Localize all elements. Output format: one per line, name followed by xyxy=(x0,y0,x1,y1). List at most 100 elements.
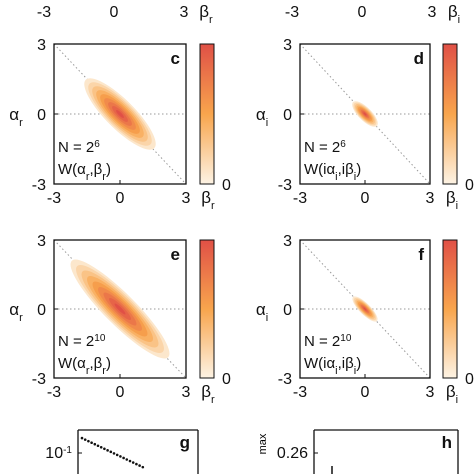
annotation-wigner-part: ) xyxy=(356,161,361,178)
data-point xyxy=(115,453,119,457)
y-axis-label-base: α xyxy=(9,300,19,319)
annotation-n-exponent: 10 xyxy=(340,333,352,344)
data-point xyxy=(138,464,141,467)
x-tick-label: 3 xyxy=(426,190,435,207)
annotation-wigner-part: i xyxy=(335,171,337,183)
x-tick-label: -3 xyxy=(47,190,61,207)
x-tick-label: -3 xyxy=(293,384,307,401)
colorbar-tick-label: 0 xyxy=(222,177,231,194)
data-point xyxy=(131,461,135,464)
annotation-wigner-part: i xyxy=(354,365,356,377)
colorbar xyxy=(199,43,215,185)
annotation-wigner-part: r xyxy=(102,171,106,183)
x-tick-label: -3 xyxy=(47,384,61,401)
y-tick-label: -3 xyxy=(32,371,46,388)
y-tick-label: 0.26 xyxy=(277,445,308,462)
annotation-n-exponent: 6 xyxy=(340,139,346,150)
colorbar-tick-label: 0 xyxy=(465,371,474,388)
data-point xyxy=(106,449,109,452)
contour-group xyxy=(352,101,378,127)
x-axis-label-sub: r xyxy=(211,394,215,406)
panel-letter: h xyxy=(442,433,452,452)
top-axis-left-label: βr xyxy=(199,2,213,26)
panel-letter: c xyxy=(171,49,180,68)
x-axis-label: βi xyxy=(446,188,458,212)
annotation-wigner: W(αr,βr) xyxy=(58,355,111,377)
x-tick-label: -3 xyxy=(293,190,307,207)
data-point xyxy=(112,452,116,455)
annotation-wigner-part: r xyxy=(86,365,90,377)
top-axis-right-tick: 3 xyxy=(428,4,437,21)
annotation-n-base: N = 2 xyxy=(304,139,340,156)
annotation-wigner-part: i xyxy=(354,171,356,183)
contour-level xyxy=(116,110,124,118)
data-point xyxy=(122,456,125,460)
data-point xyxy=(135,462,138,466)
colorbar xyxy=(442,43,458,185)
data-point xyxy=(80,436,84,440)
annotation-n-exponent: 6 xyxy=(94,139,100,150)
annotation-wigner-part: r xyxy=(102,365,106,377)
annotation-n-base: N = 2 xyxy=(304,333,340,350)
y-axis-label-sub: r xyxy=(19,312,23,324)
top-axis-left-tick: 3 xyxy=(180,4,189,21)
colorbar xyxy=(199,239,215,379)
panel-letter: f xyxy=(418,245,424,264)
annotation-wigner-part: W(iα xyxy=(304,355,335,372)
y-axis-label-fragment: max xyxy=(257,433,269,454)
y-axis-label: αi xyxy=(256,300,268,324)
contour-level xyxy=(114,303,126,315)
colorbar-tick-label: 0 xyxy=(465,177,474,194)
y-tick-label: 0 xyxy=(37,302,46,319)
top-axis-right: -3 0 3 βi xyxy=(285,2,460,26)
data-point xyxy=(83,438,87,441)
y-tick-label: 10-1 xyxy=(45,445,72,463)
x-axis-label-base: β xyxy=(446,382,456,401)
data-point xyxy=(93,442,97,446)
panel-letter: e xyxy=(171,245,180,264)
y-tick-label: -3 xyxy=(278,177,292,194)
y-tick-label: 0 xyxy=(37,107,46,124)
annotation-n: N = 26 xyxy=(304,139,346,157)
y-tick-exponent: -1 xyxy=(63,445,72,456)
annotation-wigner-part: ,iβ xyxy=(338,355,355,372)
annotation-wigner-part: W(α xyxy=(58,355,86,372)
annotation-wigner-part: ,iβ xyxy=(338,161,355,178)
annotation-wigner: W(αr,βr) xyxy=(58,161,111,183)
annotation-n: N = 210 xyxy=(304,333,352,351)
y-tick-label: 0 xyxy=(283,107,292,124)
y-axis-label: αr xyxy=(9,105,23,129)
top-axis-right-label-sub: i xyxy=(458,14,460,26)
contour-group xyxy=(84,78,156,150)
annotation-n-base: N = 2 xyxy=(58,139,94,156)
x-axis-label: βr xyxy=(201,382,215,406)
x-axis-label-sub: i xyxy=(456,394,458,406)
annotation-n: N = 210 xyxy=(58,333,106,351)
annotation-n: N = 26 xyxy=(58,139,100,157)
colorbar xyxy=(442,239,458,379)
annotation-wigner-part: ) xyxy=(356,355,361,372)
y-axis-label-sub: i xyxy=(266,312,268,324)
data-point xyxy=(125,458,129,461)
annotation-wigner-part: ) xyxy=(106,161,111,178)
panel-letter: d xyxy=(414,49,424,68)
data-point xyxy=(87,439,90,443)
annotation-wigner-part: ,β xyxy=(90,161,103,178)
panel-g: 10-1 g xyxy=(45,429,199,474)
y-tick-label: 3 xyxy=(283,233,292,250)
y-axis-label-base: α xyxy=(256,300,266,319)
top-axis-right-tick: 0 xyxy=(358,4,367,21)
x-axis-label-sub: r xyxy=(211,200,215,212)
x-tick-label: 3 xyxy=(182,384,191,401)
annotation-wigner-part: ) xyxy=(106,355,111,372)
contour-group xyxy=(352,296,378,322)
x-tick-label: 0 xyxy=(116,190,125,207)
data-point xyxy=(119,455,122,458)
data-point xyxy=(96,444,100,448)
y-tick-label: 3 xyxy=(37,37,46,54)
contour-level xyxy=(363,112,367,116)
x-tick-label: 0 xyxy=(361,190,370,207)
